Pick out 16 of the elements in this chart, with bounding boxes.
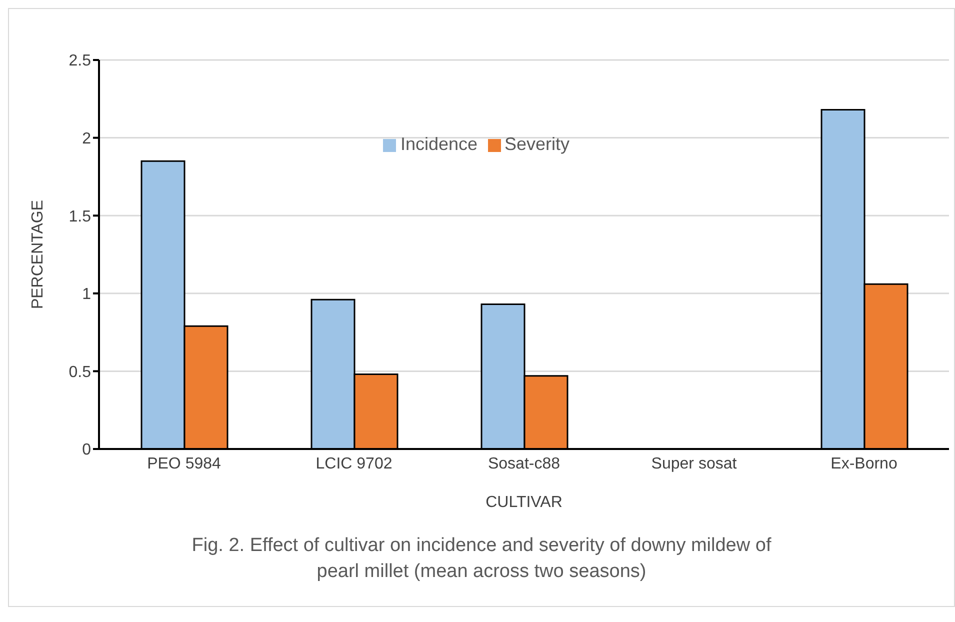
y-tick-label: 2.5	[68, 52, 92, 70]
x-tick-label: Super sosat	[651, 455, 738, 472]
x-tick-label: Sosat-c88	[488, 455, 560, 472]
x-tick-label: PEO 5984	[147, 455, 222, 472]
y-tick-label: 1	[82, 286, 92, 304]
y-tick-label: 2	[82, 130, 92, 148]
y-tick-label: 1.5	[68, 208, 92, 226]
x-tick-label: LCIC 9702	[316, 455, 392, 472]
y-axis-title: PERCENTAGE	[30, 200, 47, 310]
x-axis-title: CULTIVAR	[486, 494, 562, 511]
legend-label: Incidence	[400, 134, 478, 154]
y-tick-label: 0	[82, 442, 92, 459]
y-tick-label: 0.5	[68, 364, 92, 381]
caption: Fig. 2. Effect of cultivar on incidence and severity of downy mildew of pearl millet (mean across two seasons)	[190, 534, 772, 584]
legend-label: Severity	[504, 134, 570, 154]
x-tick-label: Ex-Borno	[830, 455, 898, 472]
